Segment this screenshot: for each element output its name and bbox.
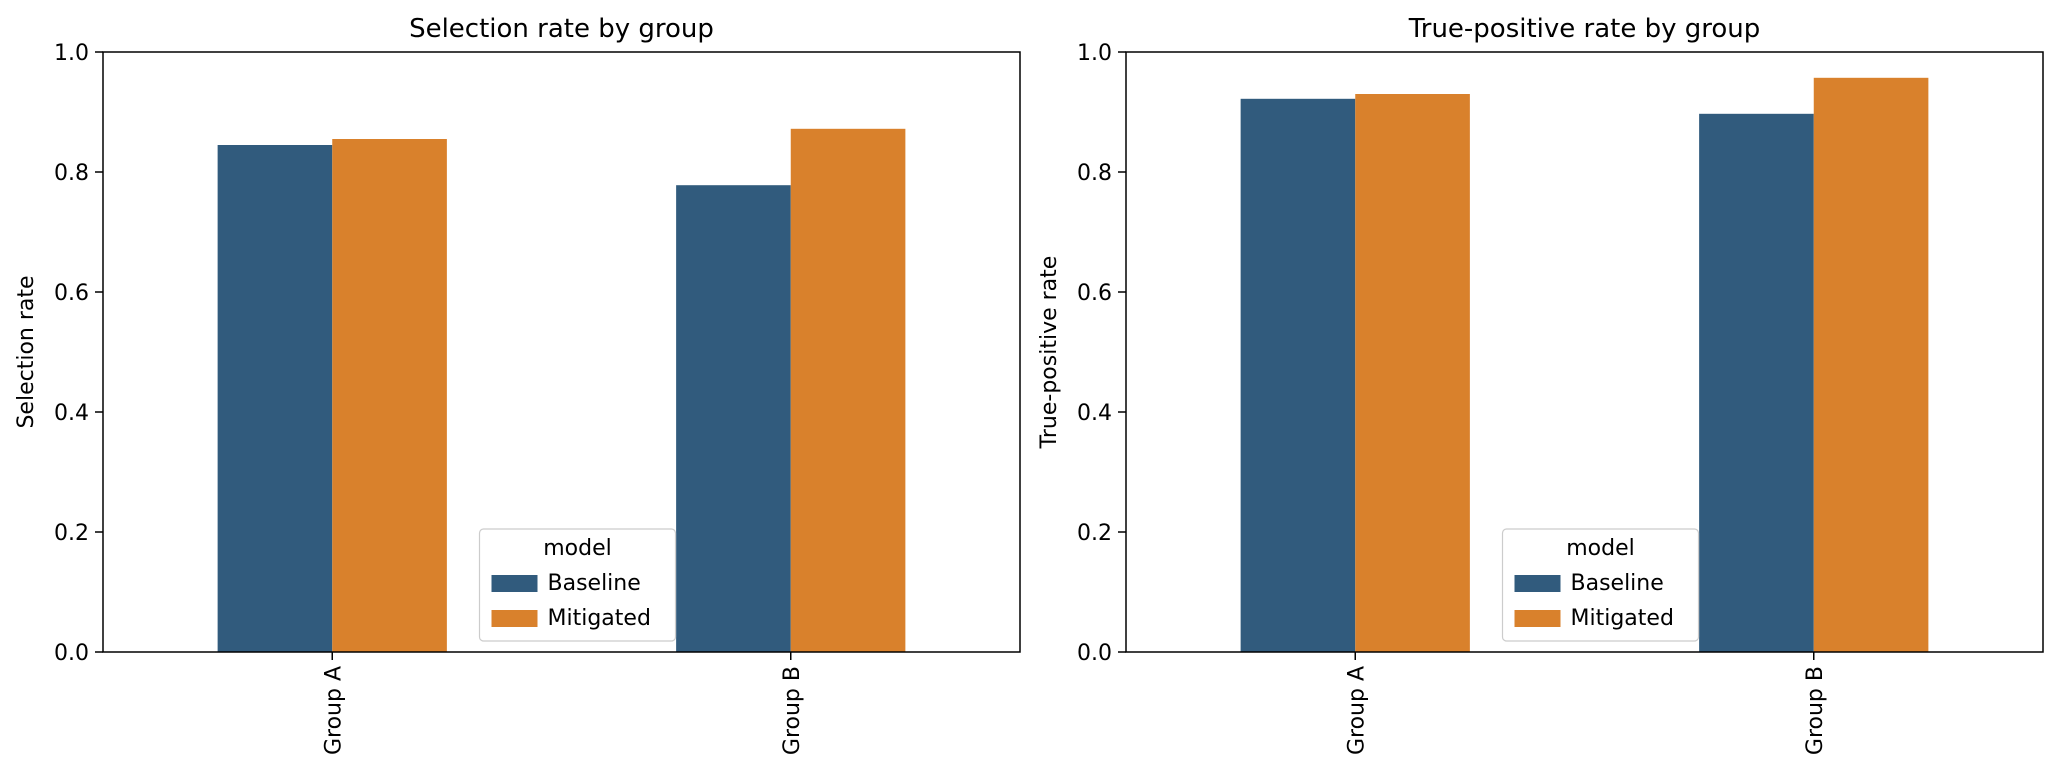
y-tick-label: 0.2 bbox=[54, 521, 89, 546]
legend-swatch-mitigated bbox=[1514, 610, 1561, 627]
legend: model Baseline Mitigated bbox=[478, 528, 677, 642]
legend-swatch-mitigated bbox=[491, 610, 538, 627]
y-tick-label: 0.6 bbox=[54, 281, 89, 306]
y-tick-label: 0.0 bbox=[54, 641, 89, 666]
y-tick-label: 0.8 bbox=[1077, 161, 1112, 186]
y-tick-label: 0.8 bbox=[54, 161, 89, 186]
legend-label-mitigated: Mitigated bbox=[548, 606, 651, 631]
legend-label-mitigated: Mitigated bbox=[1571, 606, 1674, 631]
y-axis-title: Selection rate bbox=[14, 275, 39, 428]
x-tick-label-group-a: Group A bbox=[321, 666, 346, 755]
x-tick-label-group-a: Group A bbox=[1344, 666, 1369, 755]
selection-rate-chart: 0.0 0.2 0.4 0.6 0.8 1.0 Group A Group B Selectio… bbox=[14, 14, 1021, 755]
legend-title: model bbox=[1566, 536, 1635, 561]
legend-swatch-baseline bbox=[1514, 575, 1561, 592]
plot-frame bbox=[1125, 51, 2044, 653]
legend-label-baseline: Baseline bbox=[1571, 571, 1664, 596]
legend-swatch-baseline bbox=[491, 575, 538, 592]
bar-mitigated-group-a bbox=[1355, 94, 1470, 652]
bar-baseline-group-a bbox=[1240, 98, 1356, 653]
chart-title: Selection rate by group bbox=[409, 14, 714, 44]
x-tick-label-group-b: Group B bbox=[780, 666, 805, 755]
y-tick-label: 0.6 bbox=[1077, 281, 1112, 306]
plot-frame bbox=[102, 51, 1021, 653]
y-axis-title: True-positive rate bbox=[1037, 256, 1062, 450]
y-tick-label: 0.0 bbox=[1077, 641, 1112, 666]
legend-label-baseline: Baseline bbox=[548, 571, 641, 596]
bar-baseline-group-b bbox=[676, 185, 791, 652]
y-tick-label: 1.0 bbox=[1077, 41, 1112, 66]
y-tick-label: 0.2 bbox=[1077, 521, 1112, 546]
chart-title: True-positive rate by group bbox=[1408, 14, 1761, 44]
bar-baseline-group-a bbox=[217, 145, 333, 652]
y-tick-label: 0.4 bbox=[1077, 401, 1112, 426]
true-positive-rate-chart: 0.0 0.2 0.4 0.6 0.8 1.0 Group A Group B True-pos… bbox=[1037, 14, 2044, 755]
y-tick-label: 0.4 bbox=[54, 401, 89, 426]
bar-mitigated-group-b bbox=[790, 128, 906, 653]
x-tick-label-group-b: Group B bbox=[1803, 666, 1828, 755]
y-tick-label: 1.0 bbox=[54, 41, 89, 66]
bar-mitigated-group-a bbox=[332, 139, 447, 652]
bar-baseline-group-b bbox=[1699, 113, 1814, 653]
legend-title: model bbox=[543, 536, 612, 561]
legend: model Baseline Mitigated bbox=[1501, 528, 1700, 642]
bar-mitigated-group-b bbox=[1813, 77, 1929, 653]
